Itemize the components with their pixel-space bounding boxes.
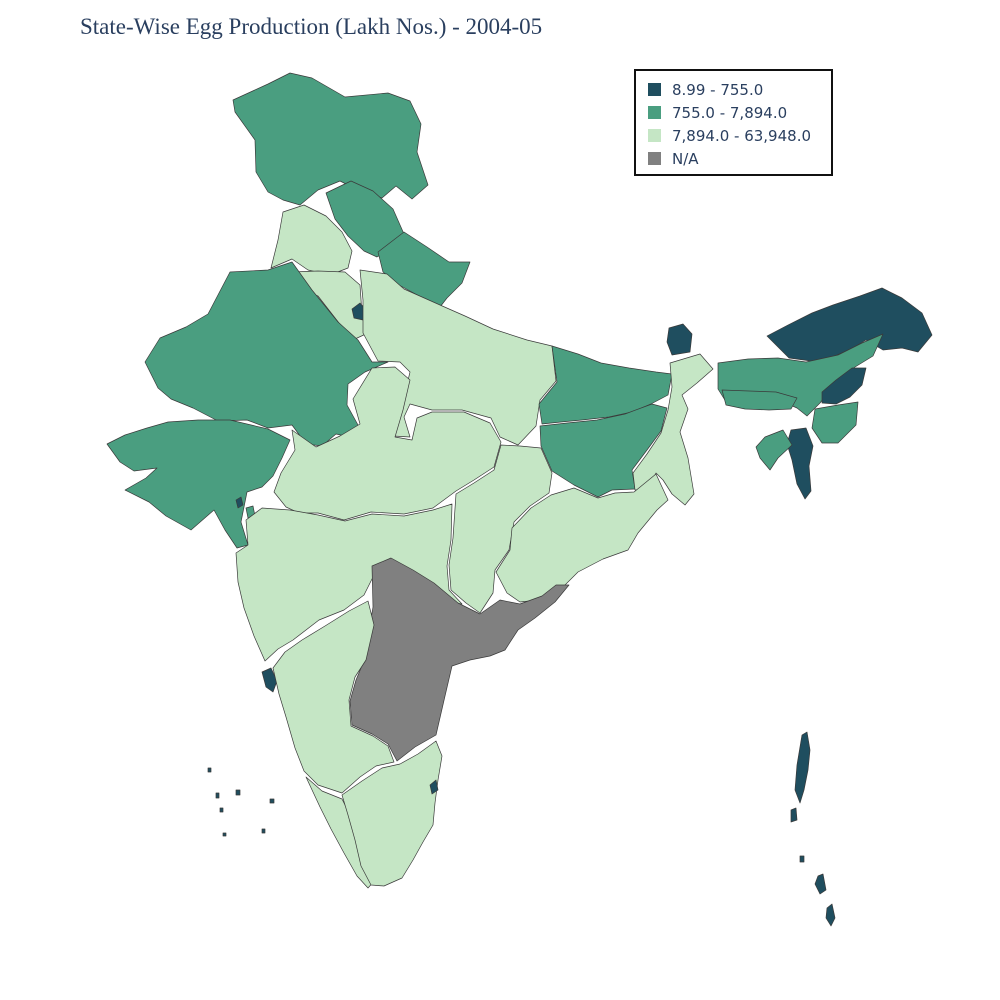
- region-jharkhand[interactable]: [539, 403, 668, 498]
- region-odisha[interactable]: [495, 473, 669, 603]
- region-shape[interactable]: [799, 855, 805, 863]
- region-lakshadweep[interactable]: [207, 767, 275, 837]
- region-shape[interactable]: [349, 557, 570, 762]
- legend-item[interactable]: 7,894.0 - 63,948.0: [648, 124, 831, 147]
- legend-label: N/A: [672, 149, 699, 168]
- region-shape[interactable]: [235, 496, 244, 509]
- region-sikkim[interactable]: [666, 323, 693, 356]
- region-gujarat[interactable]: [106, 419, 291, 549]
- region-manipur[interactable]: [811, 401, 859, 444]
- legend-swatch: [648, 152, 661, 165]
- legend: 8.99 - 755.0 755.0 - 7,894.0 7,894.0 - 6…: [634, 69, 833, 176]
- region-shape[interactable]: [272, 600, 395, 794]
- region-shape[interactable]: [811, 401, 859, 444]
- region-mizoram[interactable]: [786, 427, 814, 500]
- region-shape[interactable]: [666, 323, 693, 356]
- legend-label: 755.0 - 7,894.0: [672, 103, 788, 122]
- region-shape[interactable]: [821, 367, 867, 405]
- region-nagaland[interactable]: [821, 367, 867, 405]
- region-shape[interactable]: [235, 789, 241, 796]
- region-karnataka[interactable]: [272, 600, 395, 794]
- region-shape[interactable]: [144, 261, 389, 447]
- region-shape[interactable]: [341, 740, 443, 887]
- legend-label: 8.99 - 755.0: [672, 80, 764, 99]
- legend-label: 7,894.0 - 63,948.0: [672, 126, 811, 145]
- region-shape[interactable]: [429, 779, 439, 795]
- legend-item[interactable]: 755.0 - 7,894.0: [648, 101, 831, 124]
- region-shape[interactable]: [786, 427, 814, 500]
- legend-swatch: [648, 129, 661, 142]
- legend-swatch: [648, 106, 661, 119]
- region-shape[interactable]: [106, 419, 291, 549]
- region-meghalaya[interactable]: [721, 389, 798, 411]
- region-andaman-and-nicobar-islands[interactable]: [790, 731, 836, 927]
- region-shape[interactable]: [207, 767, 212, 773]
- region-andhra-pradesh[interactable]: [349, 557, 570, 762]
- region-shape[interactable]: [269, 798, 275, 804]
- legend-swatch: [648, 83, 661, 96]
- region-shape[interactable]: [825, 903, 836, 927]
- region-shape[interactable]: [632, 353, 714, 506]
- region-shape[interactable]: [448, 444, 553, 614]
- region-shape[interactable]: [219, 807, 224, 813]
- region-uttar-pradesh[interactable]: [359, 269, 557, 446]
- region-shape[interactable]: [235, 503, 463, 662]
- region-shape[interactable]: [539, 403, 668, 498]
- region-shape[interactable]: [215, 792, 220, 799]
- region-maharashtra[interactable]: [235, 503, 463, 662]
- region-shape[interactable]: [790, 807, 798, 823]
- region-jammu-and-kashmir[interactable]: [232, 72, 429, 206]
- region-shape[interactable]: [232, 72, 429, 206]
- region-shape[interactable]: [755, 429, 793, 471]
- region-tamil-nadu[interactable]: [341, 740, 443, 887]
- region-shape[interactable]: [359, 269, 557, 446]
- region-shape[interactable]: [721, 389, 798, 411]
- region-rajasthan[interactable]: [144, 261, 389, 447]
- region-shape[interactable]: [814, 873, 827, 895]
- region-goa[interactable]: [261, 667, 278, 693]
- legend-item[interactable]: 8.99 - 755.0: [648, 78, 831, 101]
- region-daman-and-diu[interactable]: [235, 496, 244, 509]
- region-shape[interactable]: [495, 473, 669, 603]
- region-tripura[interactable]: [755, 429, 793, 471]
- region-shape[interactable]: [261, 828, 266, 834]
- region-shape[interactable]: [222, 832, 227, 837]
- region-west-bengal[interactable]: [632, 353, 714, 506]
- legend-item[interactable]: N/A: [648, 147, 831, 170]
- region-shape[interactable]: [261, 667, 278, 693]
- chart-title: State-Wise Egg Production (Lakh Nos.) - …: [80, 14, 543, 39]
- region-chhattisgarh[interactable]: [448, 444, 553, 614]
- region-puducherry[interactable]: [429, 779, 439, 795]
- region-shape[interactable]: [794, 731, 811, 804]
